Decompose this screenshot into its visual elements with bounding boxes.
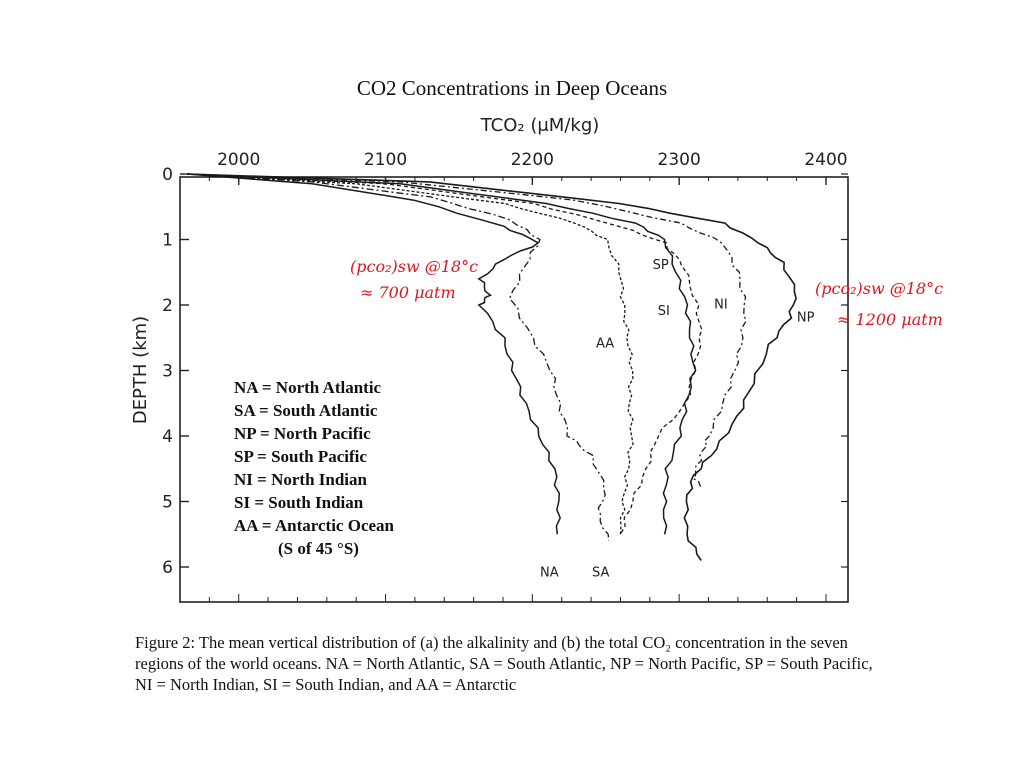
y-tick-label: 0 — [162, 165, 173, 185]
curve-label-sp: SP — [653, 258, 669, 273]
x-tick-label: 2100 — [364, 150, 407, 170]
x-tick-label: 2200 — [511, 150, 554, 170]
handwritten-annotation-left: (pco₂)sw @18°c ≈ 700 μatm — [350, 257, 478, 302]
handwritten-annotation-right: (pco₂)sw @18°c ≈ 1200 μatm — [815, 279, 943, 329]
y-axis-title: DEPTH (km) — [130, 316, 151, 424]
series-layer — [187, 173, 797, 561]
annotation-left-line1: (pco₂)sw @18°c — [350, 257, 478, 276]
annotation-right-line2: ≈ 1200 μatm — [837, 310, 943, 329]
series-line-ni — [187, 173, 747, 489]
legend-line-aa-note: (S of 45 °S) — [278, 539, 359, 558]
legend: NA = North Atlantic SA = South Atlantic … — [234, 378, 395, 558]
curve-label-si: SI — [658, 304, 670, 319]
series-line-np — [187, 173, 797, 561]
series-line-si — [187, 173, 697, 535]
legend-line-sp: SP = South Pacific — [234, 447, 367, 466]
series-line-aa — [187, 173, 634, 535]
series-line-na — [187, 173, 562, 535]
curve-label-ni: NI — [714, 297, 728, 312]
y-tick-label: 6 — [162, 558, 173, 578]
curve-label-sa: SA — [592, 565, 609, 580]
y-tick-label: 1 — [162, 231, 173, 251]
curve-label-aa: AA — [596, 337, 614, 352]
y-tick-label: 2 — [162, 296, 173, 316]
curve-label-np: NP — [797, 310, 815, 325]
curve-labels: NA SA AA SP SI NI NP — [540, 258, 815, 580]
y-tick-label: 5 — [162, 493, 173, 513]
x-tick-label: 2300 — [658, 150, 701, 170]
legend-line-sa: SA = South Atlantic — [234, 401, 378, 420]
x-tick-label: 2400 — [804, 150, 847, 170]
series-line-sa — [187, 173, 610, 541]
x-ticks: 2000 2100 2200 2300 2400 — [208, 150, 848, 602]
annotation-right-line1: (pco₂)sw @18°c — [815, 279, 943, 298]
plot-frame — [179, 176, 849, 603]
curve-label-na: NA — [540, 565, 559, 580]
x-tick-label: 2000 — [217, 150, 260, 170]
legend-line-aa: AA = Antarctic Ocean — [234, 516, 395, 535]
y-tick-label: 4 — [162, 427, 173, 447]
y-tick-label: 3 — [162, 362, 173, 382]
figure-caption: Figure 2: The mean vertical distribution… — [135, 633, 873, 694]
annotation-left-line2: ≈ 700 μatm — [360, 283, 456, 302]
legend-line-np: NP = North Pacific — [234, 424, 371, 443]
legend-line-ni: NI = North Indian — [234, 470, 368, 489]
x-axis-title: TCO₂ (μM/kg) — [480, 115, 600, 136]
series-line-sp — [187, 173, 703, 535]
legend-line-si: SI = South Indian — [234, 493, 364, 512]
legend-line-na: NA = North Atlantic — [234, 378, 382, 397]
y-ticks: 0 1 2 3 4 5 6 — [162, 165, 848, 578]
slide-title: CO2 Concentrations in Deep Oceans — [356, 76, 668, 100]
